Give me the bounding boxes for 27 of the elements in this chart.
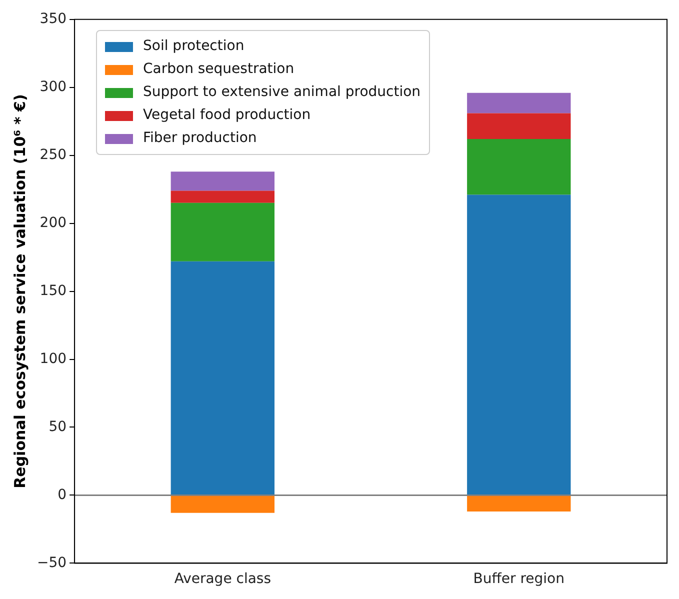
bar: [170, 190, 274, 203]
y-tick-label: 150: [40, 282, 67, 299]
bar: [170, 496, 274, 513]
y-tick-label: 200: [40, 214, 67, 231]
y-tick-label: 350: [40, 11, 67, 28]
legend-label: Carbon sequestration: [143, 60, 294, 79]
y-axis-title: Regional ecosystem service valuation (10⁶ * €): [10, 94, 29, 488]
bar: [467, 113, 571, 140]
y-tick-label: 100: [40, 350, 67, 367]
legend-label: Fiber production: [143, 129, 257, 148]
legend-label: Vegetal food production: [143, 106, 311, 125]
bar: [170, 261, 274, 495]
bar: [170, 172, 274, 191]
y-tick-label: −50: [37, 554, 67, 571]
bar: [467, 194, 571, 495]
x-tick-label: Average class: [174, 571, 272, 588]
y-tick-label: 250: [40, 146, 67, 163]
bar: [467, 139, 571, 195]
legend-label: Soil protection: [143, 37, 244, 56]
bar: [467, 92, 571, 114]
y-tick-label: 50: [48, 418, 67, 435]
bar: [170, 202, 274, 262]
y-tick-label: 300: [40, 79, 67, 96]
legend-label: Support to extensive animal production: [143, 83, 421, 102]
x-tick-label: Buffer region: [473, 571, 564, 588]
bar: [467, 496, 571, 512]
y-tick-label: 0: [58, 486, 67, 503]
